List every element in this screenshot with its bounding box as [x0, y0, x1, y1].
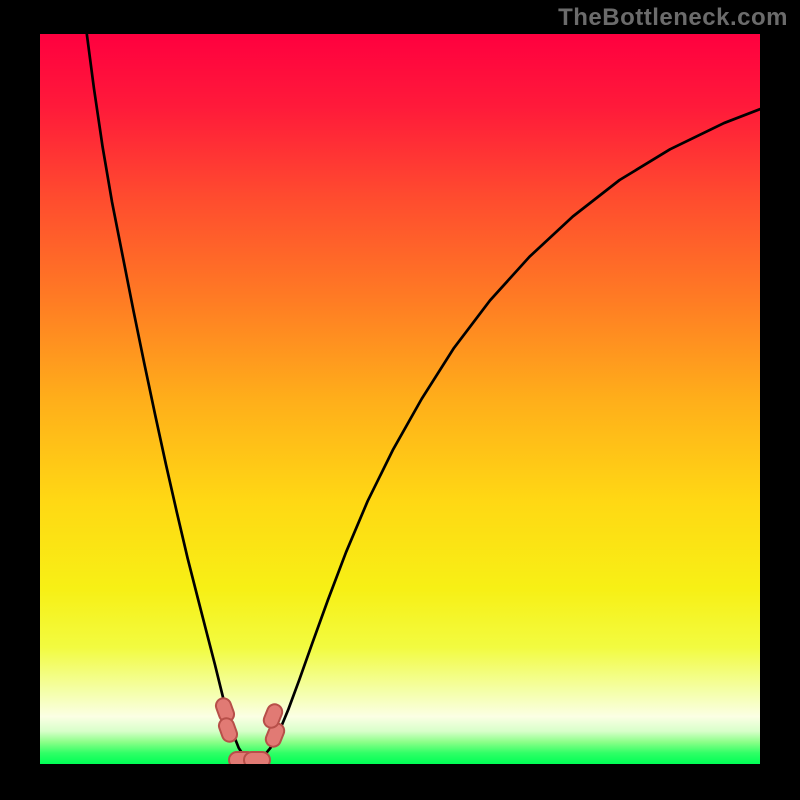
bottleneck-curve	[87, 34, 760, 761]
chart-curve-layer	[40, 34, 760, 764]
watermark-text: TheBottleneck.com	[558, 4, 788, 32]
curve-marker	[243, 751, 271, 764]
root: { "meta": { "width_px": 800, "height_px"…	[0, 0, 800, 800]
chart-plot-area	[40, 34, 760, 764]
